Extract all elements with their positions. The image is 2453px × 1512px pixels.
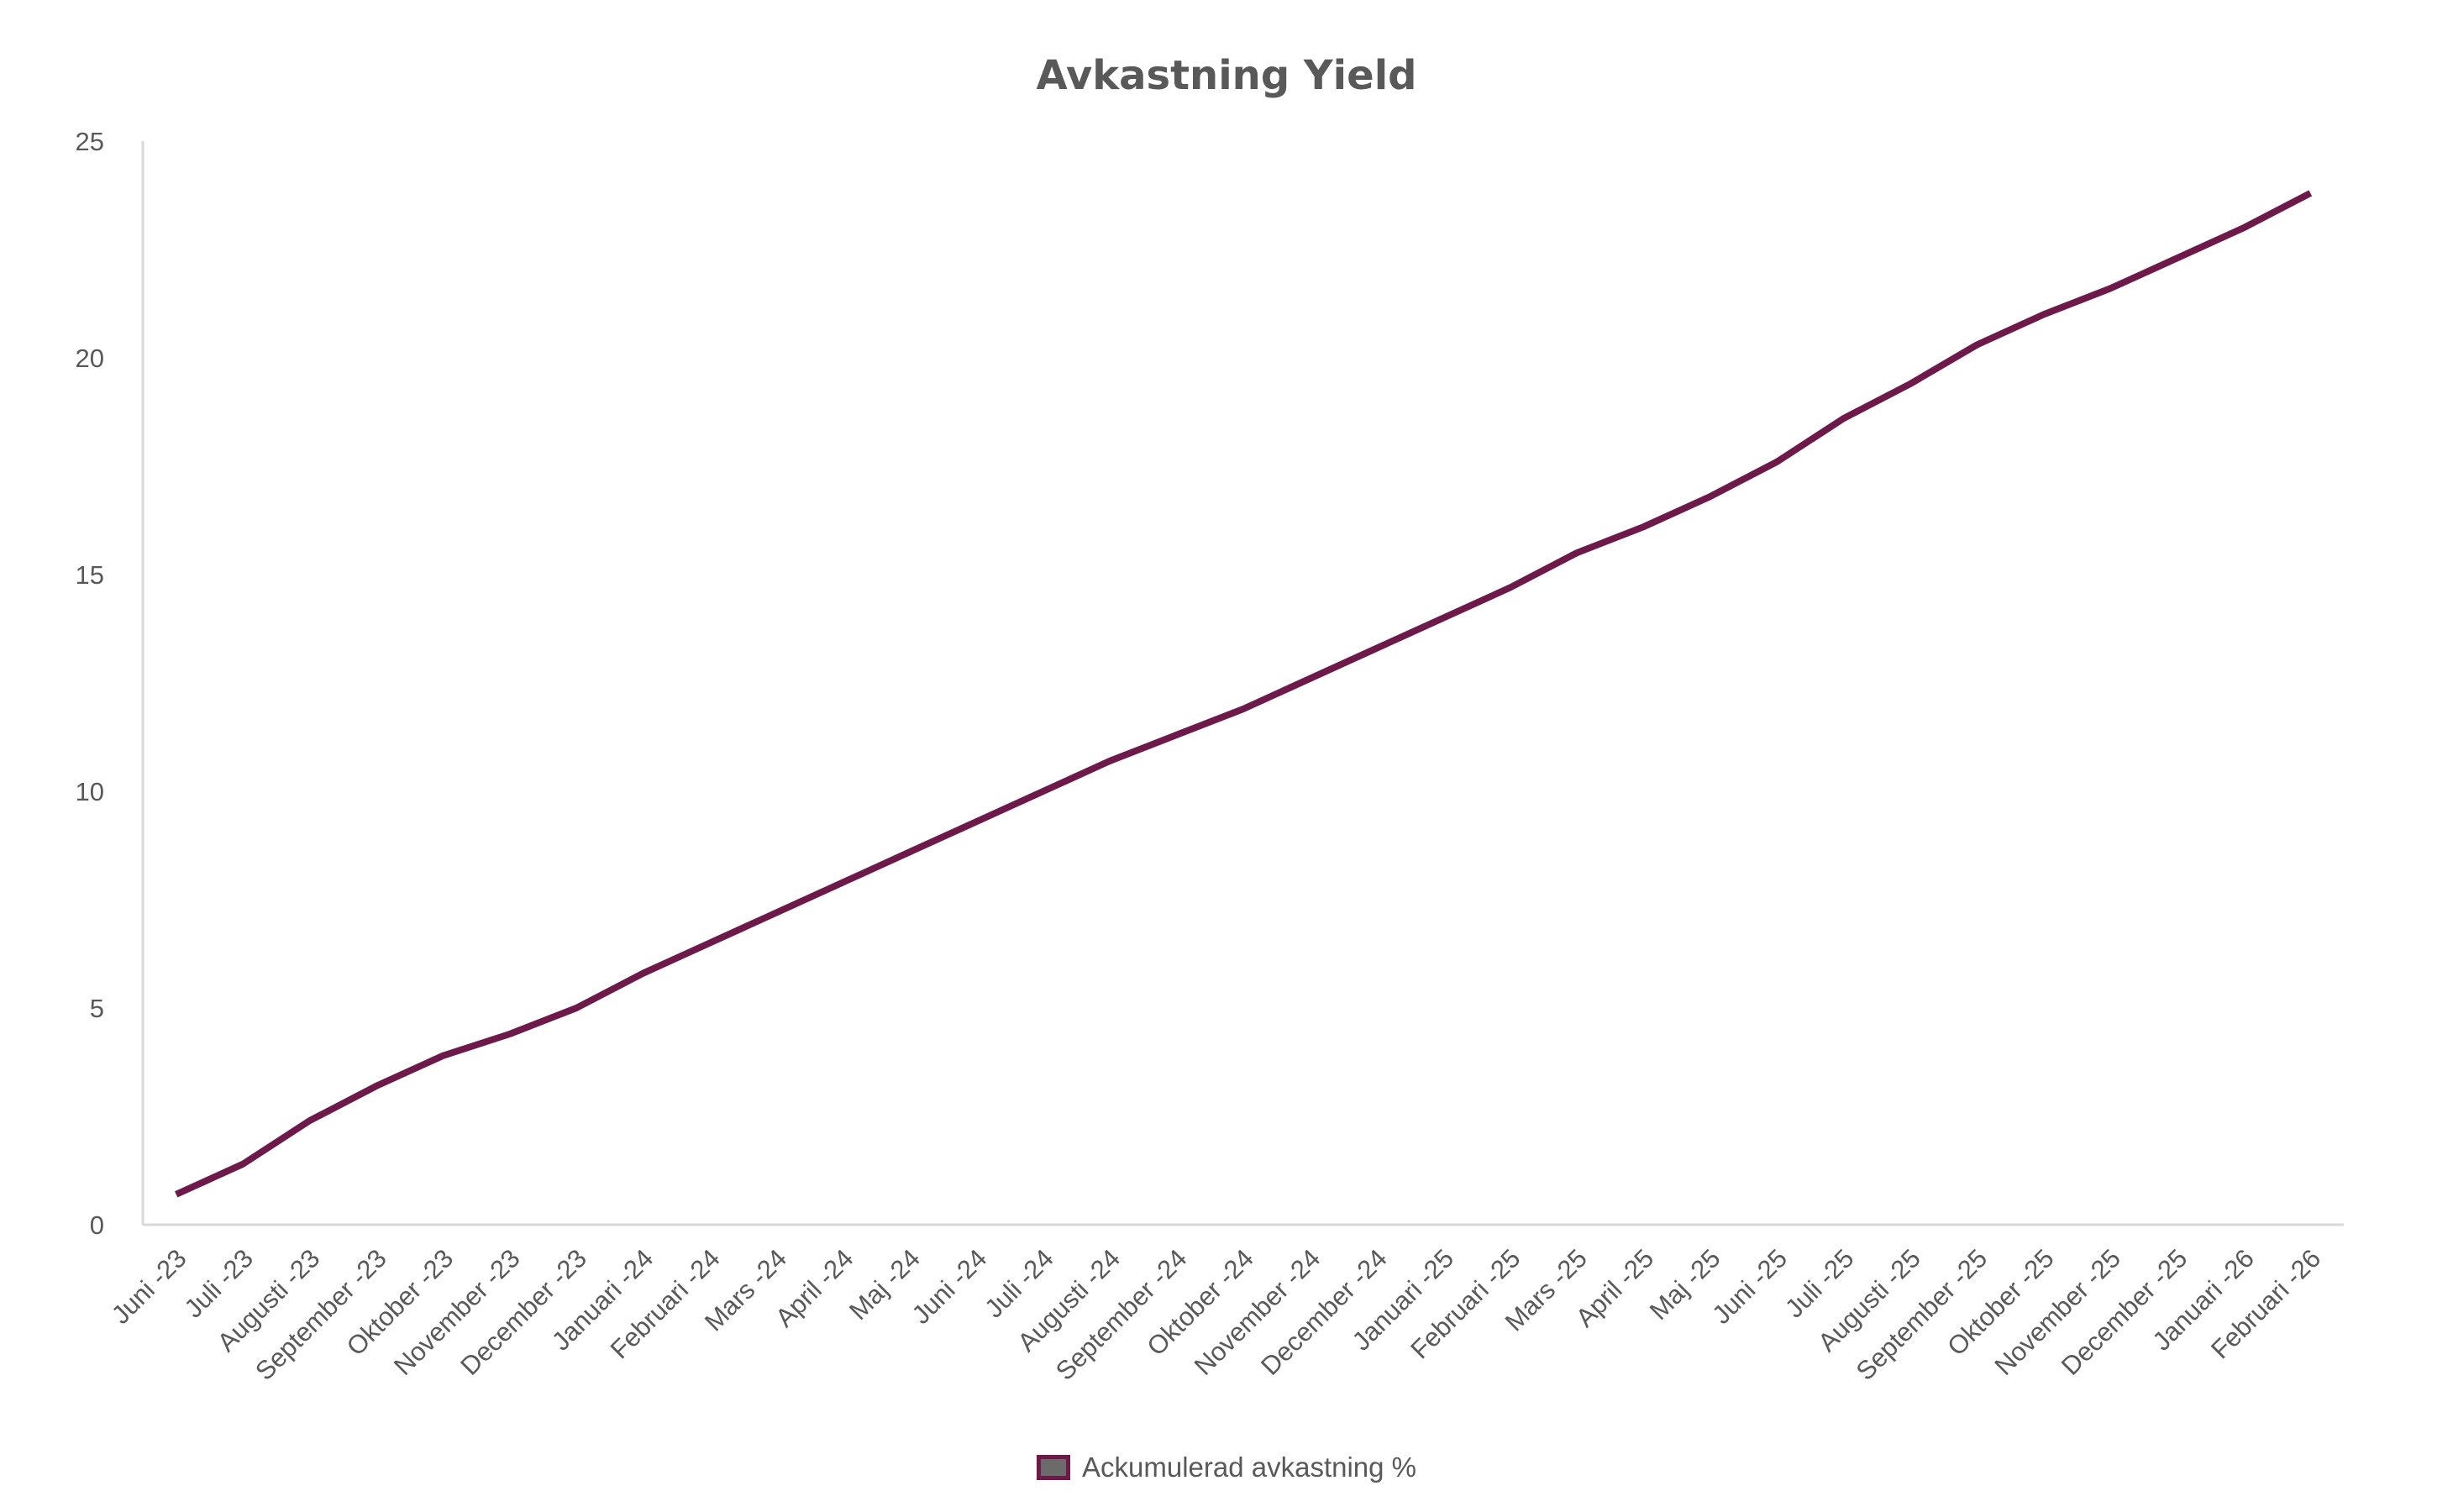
legend-swatch [1036,1455,1070,1480]
x-tick-label: Juni -25 [1706,1243,1793,1330]
legend: Ackumulerad avkastning % [0,1452,2453,1483]
x-tick-label: Juni -24 [906,1243,993,1330]
legend-label: Ackumulerad avkastning % [1081,1452,1417,1483]
chart-title: Avkastning Yield [1036,52,1417,99]
y-tick-label: 25 [76,127,104,156]
x-tick-label: Juni -23 [106,1243,192,1330]
y-tick-label: 15 [76,560,104,590]
y-tick-label: 0 [90,1210,104,1240]
y-tick-label: 5 [90,994,104,1023]
y-tick-label: 10 [76,777,104,806]
series-line [175,190,2313,1198]
y-tick-label: 20 [76,344,104,373]
